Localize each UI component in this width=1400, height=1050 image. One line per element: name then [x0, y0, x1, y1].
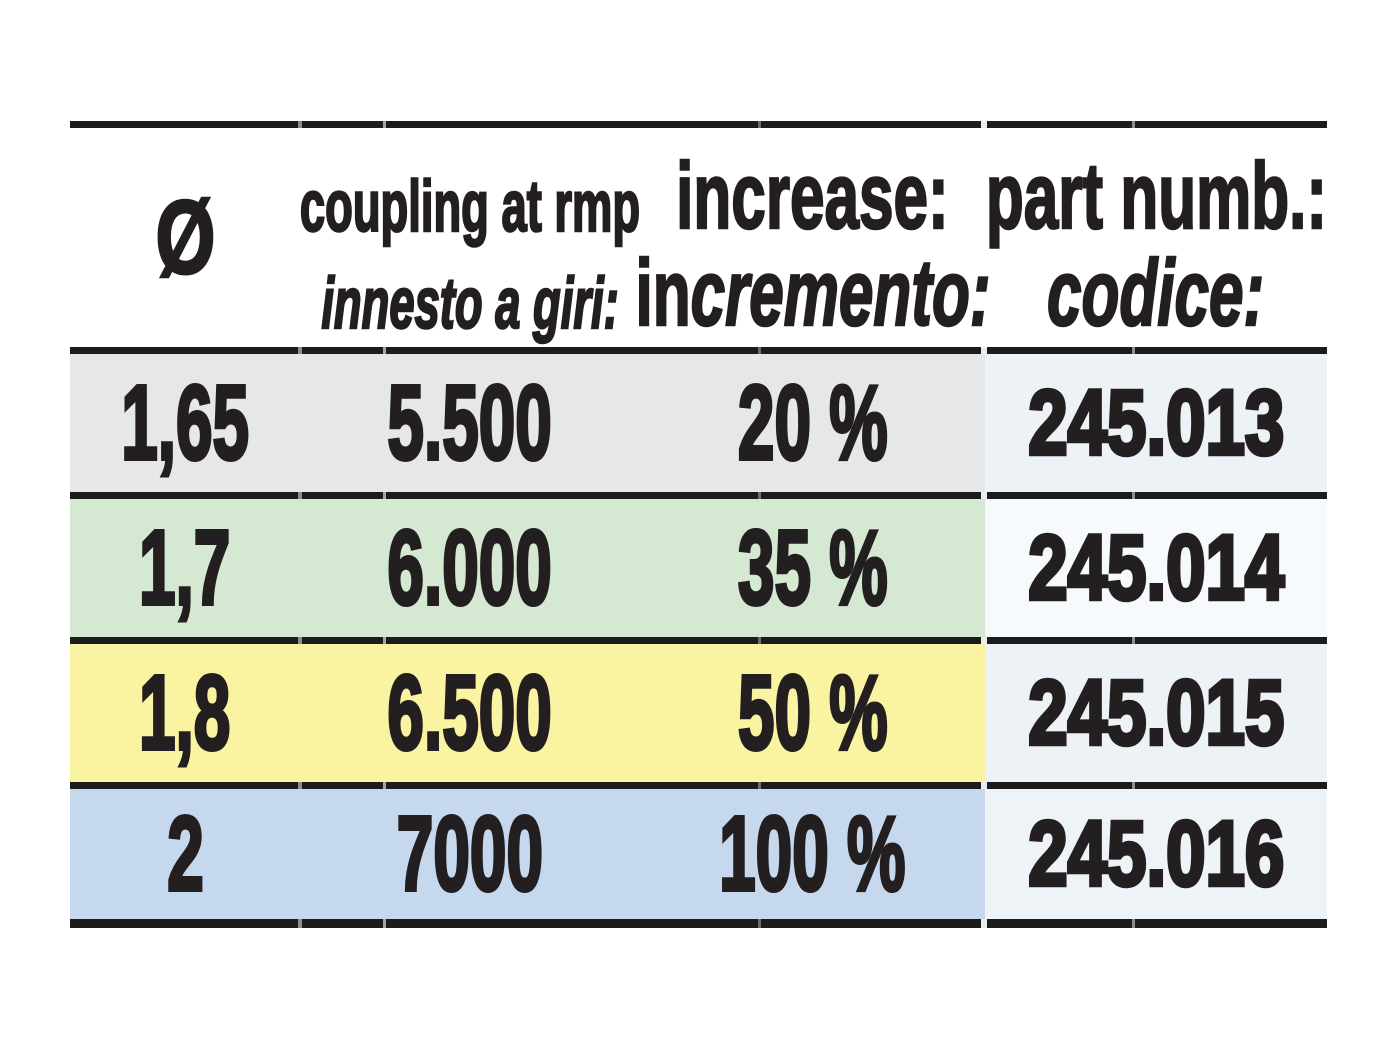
coupling-cell: 7000 [300, 789, 640, 919]
diameter-value: 1,7 [138, 509, 232, 627]
header-partnumber-en: part numb.: [985, 143, 1328, 248]
table-row: 2 7000 100 % 245.016 [70, 789, 1327, 919]
part-number-value: 245.014 [1026, 517, 1286, 619]
spec-table: Ø coupling at rmp innesto a giri: increa… [70, 121, 1327, 928]
diameter-cell: 2 [70, 789, 300, 919]
part-number-value: 245.016 [1026, 803, 1286, 905]
header-increase-it: incremento: [634, 240, 991, 345]
part-number-cell: 245.013 [985, 354, 1327, 492]
header-partnumber-cell: part numb.: codice: [985, 128, 1328, 347]
header-row: Ø coupling at rmp innesto a giri: increa… [70, 128, 1327, 347]
coupling-value: 5.500 [387, 364, 554, 482]
header-coupling-cell: coupling at rmp innesto a giri: [299, 128, 641, 347]
diameter-value: 1,65 [120, 364, 250, 482]
diameter-value: 1,8 [138, 654, 232, 772]
coupling-value: 7000 [396, 795, 545, 913]
row-separator [70, 347, 1327, 354]
increase-value: 100 % [718, 795, 907, 913]
part-number-value: 245.013 [1026, 372, 1286, 474]
increase-cell: 35 % [640, 499, 985, 637]
increase-value: 20 % [736, 364, 888, 482]
increase-value: 35 % [736, 509, 888, 627]
coupling-cell: 5.500 [300, 354, 640, 492]
header-increase-cell: increase: incremento: [634, 128, 991, 347]
increase-cell: 50 % [640, 644, 985, 782]
part-number-value: 245.015 [1026, 662, 1286, 764]
header-coupling-it: innesto a giri: [321, 264, 620, 344]
increase-cell: 20 % [640, 354, 985, 492]
table-row: 1,8 6.500 50 % 245.015 [70, 644, 1327, 782]
increase-cell: 100 % [640, 789, 985, 919]
header-diameter-cell: Ø [70, 128, 300, 347]
coupling-cell: 6.500 [300, 644, 640, 782]
coupling-value: 6.500 [387, 654, 554, 772]
increase-value: 50 % [736, 654, 888, 772]
part-number-cell: 245.016 [985, 789, 1327, 919]
row-separator [70, 782, 1327, 789]
part-number-cell: 245.015 [985, 644, 1327, 782]
diameter-value: 2 [165, 795, 204, 913]
header-partnumber-it: codice: [1047, 240, 1266, 345]
coupling-value: 6.000 [387, 509, 554, 627]
table-bottom-border [70, 919, 1327, 928]
header-coupling-en: coupling at rmp [299, 167, 641, 247]
diameter-cell: 1,8 [70, 644, 300, 782]
part-number-cell: 245.014 [985, 499, 1327, 637]
row-separator [70, 492, 1327, 499]
header-increase-en: increase: [675, 143, 949, 248]
table-top-border [70, 121, 1327, 128]
coupling-cell: 6.000 [300, 499, 640, 637]
row-separator [70, 637, 1327, 644]
table-row: 1,65 5.500 20 % 245.013 [70, 354, 1327, 492]
diameter-cell: 1,65 [70, 354, 300, 492]
diameter-symbol: Ø [154, 179, 216, 296]
table-row: 1,7 6.000 35 % 245.014 [70, 499, 1327, 637]
diameter-cell: 1,7 [70, 499, 300, 637]
